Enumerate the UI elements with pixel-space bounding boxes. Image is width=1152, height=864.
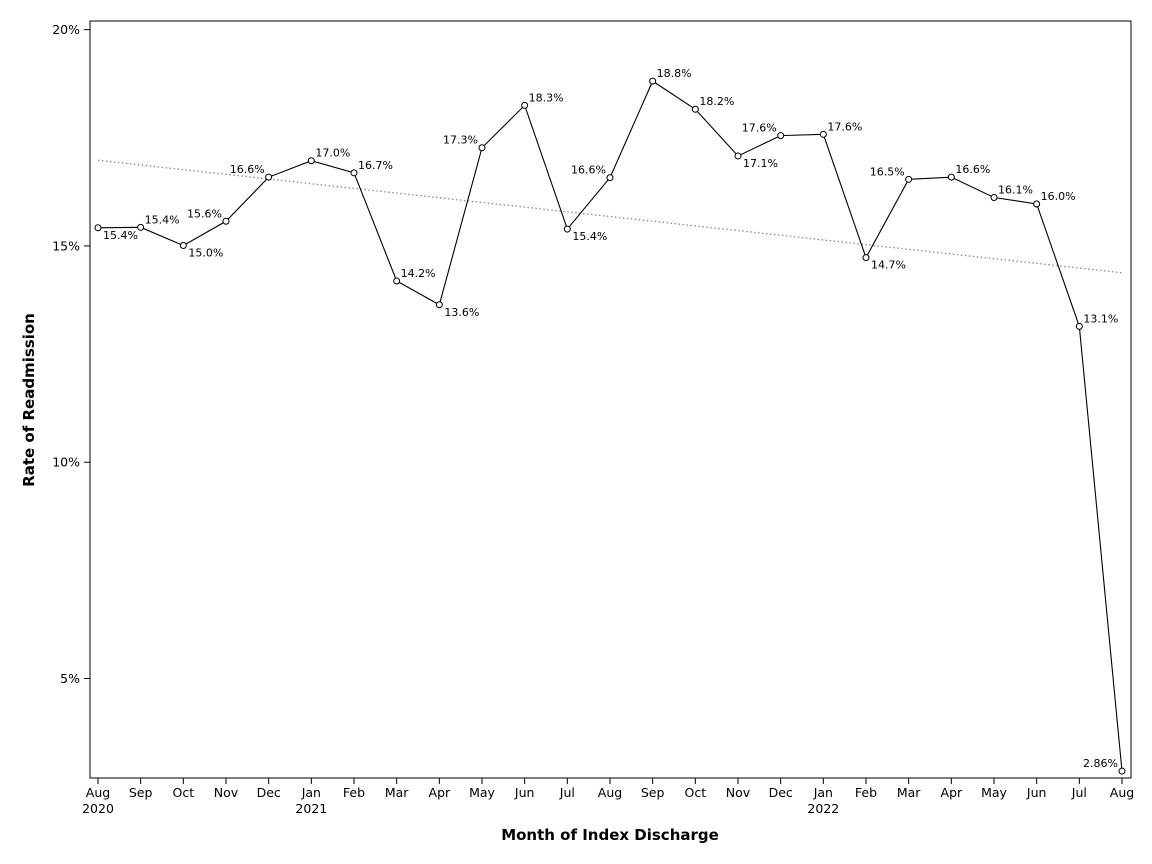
data-point (777, 132, 785, 140)
data-label: 15.0% (188, 247, 223, 260)
series-polyline (97, 80, 1123, 772)
x-year-label: 2021 (295, 801, 327, 816)
data-label: 17.6% (827, 120, 862, 133)
data-label: 14.7% (871, 259, 906, 272)
data-point (222, 217, 230, 225)
x-tick-label: Mar (897, 785, 921, 800)
x-tick-label: Feb (343, 785, 365, 800)
data-point (94, 224, 102, 232)
data-label: 17.3% (443, 134, 478, 147)
x-tick-label: Sep (641, 785, 665, 800)
y-tick-label: 15% (52, 238, 80, 253)
plot-frame (89, 20, 1132, 779)
data-point (649, 77, 657, 85)
x-tick-label: May (469, 785, 495, 800)
data-label: 15.4% (572, 230, 607, 243)
data-point (435, 301, 443, 309)
data-label: 2.86% (1083, 757, 1118, 770)
data-label: 17.0% (315, 147, 350, 160)
data-point (179, 242, 187, 250)
data-point (393, 277, 401, 285)
data-label: 16.7% (358, 159, 393, 172)
data-label: 17.1% (743, 157, 778, 170)
data-label: 16.6% (955, 163, 990, 176)
data-label: 18.2% (699, 95, 734, 108)
x-tick-label: Nov (726, 785, 751, 800)
data-point (691, 105, 699, 113)
data-label: 13.6% (444, 306, 479, 319)
y-tick-label: 20% (52, 22, 80, 37)
data-point (521, 101, 529, 109)
data-point (265, 173, 273, 181)
data-label: 16.5% (870, 165, 905, 178)
y-tick-label: 10% (52, 455, 80, 470)
x-year-label: 2022 (807, 801, 839, 816)
data-point (947, 173, 955, 181)
x-tick-label: Sep (129, 785, 153, 800)
x-tick-label: Oct (173, 785, 195, 800)
x-tick-label: Jul (559, 785, 575, 800)
x-tick-label: Jan (301, 785, 321, 800)
x-tick-label: Oct (685, 785, 707, 800)
series-line (97, 80, 1123, 772)
data-point (307, 157, 315, 165)
data-point (990, 193, 998, 201)
data-point (563, 225, 571, 233)
data-label: 17.6% (742, 122, 777, 135)
data-points (94, 77, 1126, 775)
data-point (734, 152, 742, 160)
x-tick-label: Dec (769, 785, 793, 800)
x-tick-label: Jun (1026, 785, 1047, 800)
x-tick-label: Dec (257, 785, 281, 800)
y-axis-title: Rate of Readmission (20, 313, 38, 487)
x-tick-label: Aug (598, 785, 622, 800)
data-point (905, 175, 913, 183)
x-tick-label: Jan (813, 785, 833, 800)
data-label: 16.6% (230, 163, 265, 176)
data-label: 18.3% (529, 91, 564, 104)
x-year-label: 2020 (82, 801, 114, 816)
y-axis: 5% 10% 15% 20% (52, 22, 90, 686)
data-point (478, 144, 486, 152)
x-tick-label: Aug (1110, 785, 1134, 800)
y-tick-label: 5% (60, 671, 80, 686)
data-labels: 15.4% 15.4% 15.0% 15.6% 16.6% 17.0% 16.7% 14.2%… (103, 67, 1118, 770)
data-label: 15.4% (103, 229, 138, 242)
data-point (862, 254, 870, 262)
data-label: 15.6% (187, 207, 222, 220)
data-point (350, 169, 358, 177)
x-tick-label: Jun (514, 785, 535, 800)
data-point (1033, 200, 1041, 208)
data-label: 16.0% (1041, 190, 1076, 203)
data-label: 15.4% (145, 213, 180, 226)
x-tick-label: Apr (429, 785, 451, 800)
data-label: 16.6% (571, 164, 606, 177)
data-point (606, 174, 614, 182)
x-tick-label: May (981, 785, 1007, 800)
data-label: 14.2% (401, 267, 436, 280)
x-tick-label: Aug (86, 785, 110, 800)
data-point (819, 130, 827, 138)
x-tick-label: Apr (941, 785, 963, 800)
data-label: 16.1% (998, 183, 1033, 196)
x-tick-label: Jul (1071, 785, 1087, 800)
data-point (1075, 322, 1083, 330)
x-tick-label: Mar (385, 785, 409, 800)
x-axis-title: Month of Index Discharge (501, 826, 719, 844)
data-point (1118, 767, 1126, 775)
data-point (137, 223, 145, 231)
data-label: 13.1% (1083, 312, 1118, 325)
x-axis: Aug Sep Oct Nov Dec Jan Feb Mar Apr May Jun Jul Aug S… (82, 778, 1134, 816)
x-tick-label: Feb (855, 785, 877, 800)
x-tick-label: Nov (214, 785, 239, 800)
data-label: 18.8% (657, 67, 692, 80)
